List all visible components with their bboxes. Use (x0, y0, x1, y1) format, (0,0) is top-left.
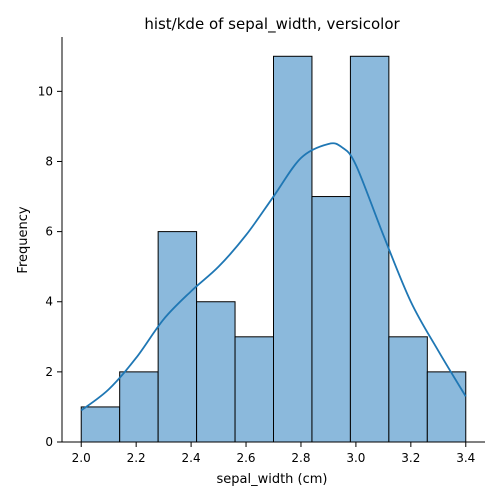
histogram-bar (388, 336, 428, 443)
y-tick-label: 8 (45, 154, 53, 168)
y-tick-label: 4 (45, 295, 53, 309)
y-tick-label: 6 (45, 225, 53, 239)
y-axis-ticks: 0 2 4 6 8 10 (38, 84, 62, 449)
histogram-bar (234, 336, 274, 443)
x-tick-label: 2.6 (236, 451, 255, 465)
histogram-bar (119, 371, 159, 443)
x-tick-label: 2.0 (72, 451, 91, 465)
x-tick-label: 2.2 (127, 451, 146, 465)
x-tick-label: 2.4 (182, 451, 201, 465)
y-axis-label: Frequency (16, 206, 31, 273)
y-tick-label: 2 (45, 365, 53, 379)
histogram-bar (349, 55, 390, 443)
histogram-bar (273, 55, 313, 443)
y-tick-label: 10 (38, 84, 53, 98)
axes (61, 37, 485, 443)
y-tick-label: 0 (45, 435, 53, 449)
x-tick-label: 2.8 (291, 451, 310, 465)
histogram-bar (196, 301, 236, 443)
histogram-bar (157, 231, 198, 443)
x-tick-label: 3.0 (346, 451, 365, 465)
histogram-bar (311, 196, 351, 443)
histogram-bar (426, 371, 467, 443)
x-axis-ticks: 2.0 2.2 2.4 2.6 2.8 3.0 3.2 3.4 (72, 442, 475, 465)
x-tick-label: 3.4 (456, 451, 475, 465)
x-tick-label: 3.2 (401, 451, 420, 465)
kde-line (80, 142, 467, 412)
histogram-bar (80, 406, 121, 443)
chart-title: hist/kde of sepal_width, versicolor (144, 15, 400, 34)
histogram-bars (80, 55, 467, 443)
x-axis-label: sepal_width (cm) (216, 472, 327, 487)
kde-layer (80, 142, 467, 412)
